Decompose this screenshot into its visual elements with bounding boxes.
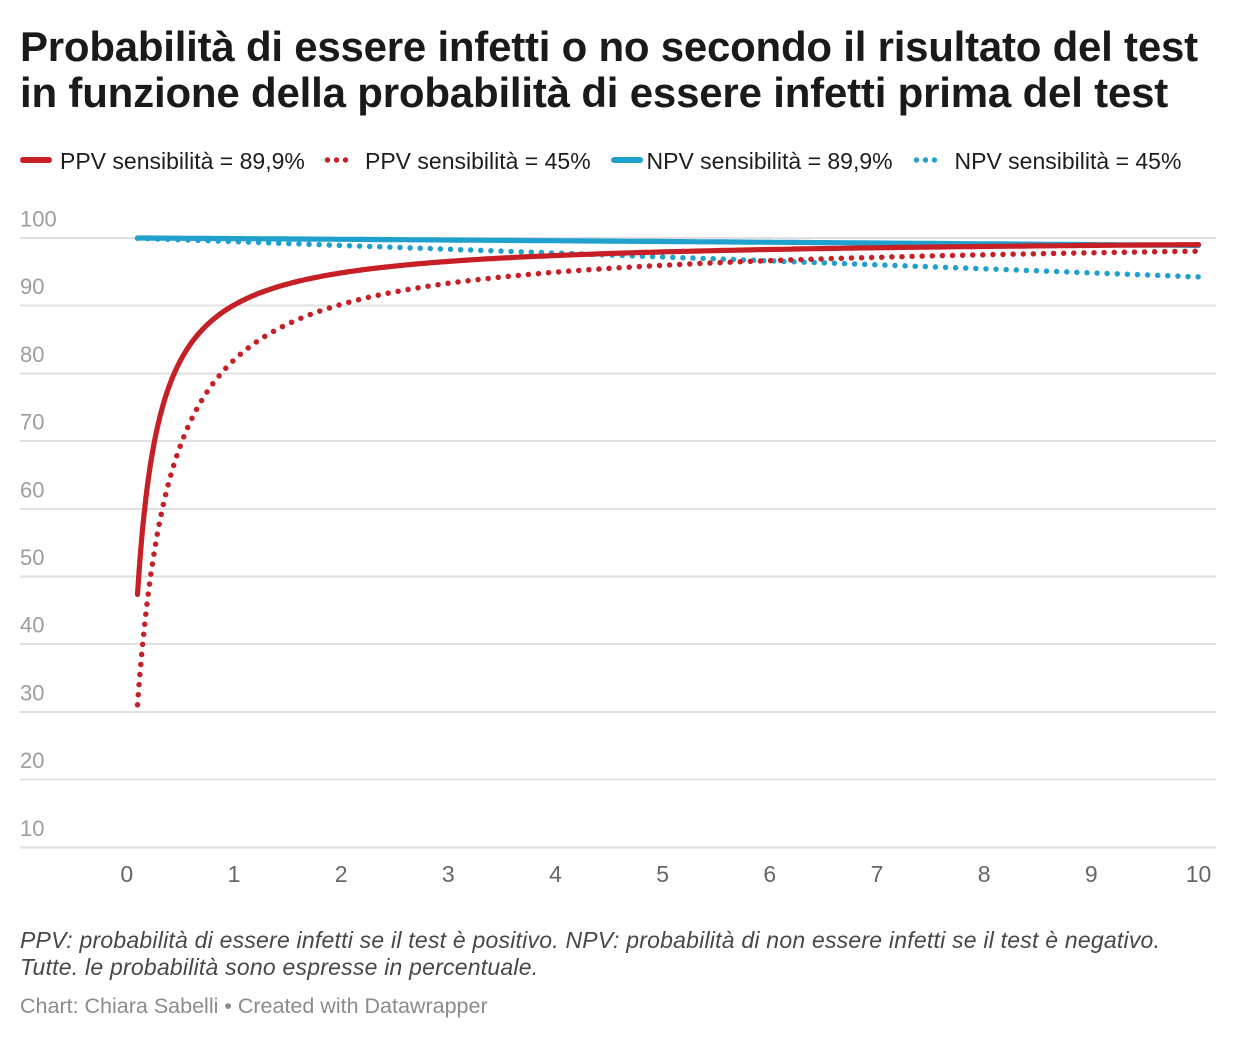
svg-text:4: 4: [549, 861, 562, 887]
svg-text:30: 30: [20, 681, 44, 706]
svg-text:100: 100: [20, 206, 57, 231]
svg-text:10: 10: [1186, 861, 1212, 887]
svg-text:8: 8: [978, 861, 991, 887]
svg-text:7: 7: [871, 861, 884, 887]
svg-text:10: 10: [20, 816, 44, 841]
svg-text:80: 80: [20, 342, 44, 367]
svg-text:6: 6: [763, 861, 776, 887]
svg-text:50: 50: [20, 545, 44, 570]
svg-text:20: 20: [20, 748, 44, 773]
svg-text:9: 9: [1085, 861, 1098, 887]
svg-text:2: 2: [335, 861, 348, 887]
svg-text:70: 70: [20, 410, 44, 435]
svg-text:0: 0: [120, 861, 133, 887]
svg-text:5: 5: [656, 861, 669, 887]
svg-text:3: 3: [442, 861, 455, 887]
svg-text:60: 60: [20, 477, 44, 502]
svg-text:90: 90: [20, 274, 44, 299]
svg-text:1: 1: [228, 861, 241, 887]
svg-text:40: 40: [20, 613, 44, 638]
